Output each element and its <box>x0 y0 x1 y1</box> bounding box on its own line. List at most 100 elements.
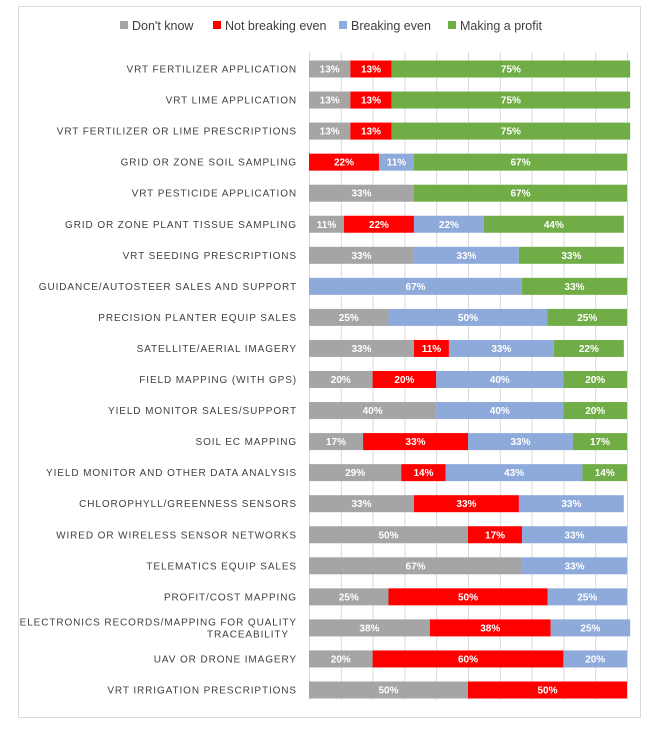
data-label: 20% <box>585 654 605 665</box>
bar-segment <box>309 184 414 202</box>
bar-segment <box>309 277 523 295</box>
data-label: 33% <box>565 530 585 541</box>
category-label: PRECISION PLANTER EQUIP SALES <box>98 313 297 324</box>
data-label: 11% <box>422 344 442 355</box>
data-label: 33% <box>510 437 530 448</box>
category-label: GRID OR ZONE PLANT TISSUE SAMPLING <box>65 220 297 231</box>
bar-segment <box>436 402 564 420</box>
data-label: 13% <box>320 65 340 76</box>
data-label: 43% <box>504 468 524 479</box>
data-label: 17% <box>485 530 505 541</box>
bar-segment <box>468 526 523 544</box>
data-label: 67% <box>406 282 426 293</box>
data-label: 33% <box>351 499 371 510</box>
data-label: 50% <box>458 592 478 603</box>
category-label: UAV OR DRONE IMAGERY <box>154 654 297 665</box>
bar-segment <box>413 495 519 513</box>
category-label: WIRED OR WIRELESS SENSOR NETWORKS <box>56 530 297 541</box>
bars: 13% 13% 75% 13% 13% 75% 13% 13% 75% 22% 11% 67% 33% 6… <box>309 60 631 699</box>
legend-swatch <box>448 21 456 29</box>
data-label: 11% <box>317 220 337 231</box>
bar-segment <box>350 91 392 109</box>
data-label: 25% <box>577 313 597 324</box>
data-label: 50% <box>378 686 398 697</box>
bar-segment <box>309 619 430 637</box>
bar-segment <box>553 339 624 357</box>
bar-segment <box>388 588 548 606</box>
category-label: CHLOROPHYLL/GREENNESS SENSORS <box>79 499 297 510</box>
bar-segment <box>413 153 627 171</box>
bar-segment <box>563 402 627 420</box>
data-label: 33% <box>565 561 585 572</box>
data-label: 50% <box>378 530 398 541</box>
data-label: 33% <box>565 282 585 293</box>
legend-label: Not breaking even <box>225 19 327 33</box>
data-label: 75% <box>501 65 521 76</box>
bar-segment <box>309 91 351 109</box>
bar-segment <box>309 681 468 699</box>
data-label: 25% <box>339 592 359 603</box>
data-label: 20% <box>331 375 351 386</box>
bar-segment <box>309 246 414 264</box>
bar-segment <box>309 433 364 451</box>
bar-segment <box>563 371 627 388</box>
data-label: 14% <box>413 468 433 479</box>
bar-segment <box>378 153 414 171</box>
data-label: 40% <box>363 406 383 417</box>
data-label: 40% <box>490 406 510 417</box>
data-label: 17% <box>590 437 610 448</box>
bar-segment <box>413 339 449 357</box>
bar-segment <box>391 60 631 78</box>
bar-segment <box>445 464 583 482</box>
data-label: 13% <box>320 96 340 107</box>
category-label: VRT SEEDING PRESCRIPTIONS <box>123 251 297 262</box>
bar-segment <box>522 526 627 544</box>
data-label: 20% <box>585 406 605 417</box>
data-label: 75% <box>501 127 521 138</box>
data-label: 20% <box>585 375 605 386</box>
bar-segment <box>309 526 468 544</box>
data-label: 33% <box>491 344 511 355</box>
bar-segment <box>391 91 631 109</box>
data-label: 17% <box>326 437 346 448</box>
category-label: VRT IRRIGATION PRESCRIPTIONS <box>107 686 297 697</box>
category-label: VRT PESTICIDE APPLICATION <box>132 189 297 200</box>
bar-segment <box>563 650 627 668</box>
category-label: VRT LIME APPLICATION <box>166 96 297 107</box>
data-label: 29% <box>345 468 365 479</box>
legend-swatch <box>120 21 128 29</box>
data-label: 20% <box>331 654 351 665</box>
data-label: 22% <box>439 220 459 231</box>
category-label: VRT FERTILIZER OR LIME PRESCRIPTIONS <box>57 127 297 138</box>
bar-segment <box>518 495 624 513</box>
bar-segment <box>518 246 624 264</box>
bar-segment <box>309 308 389 326</box>
data-label: 40% <box>490 375 510 386</box>
data-label: 22% <box>334 158 354 169</box>
data-label: 50% <box>458 313 478 324</box>
category-label: GUIDANCE/AUTOSTEER SALES AND SUPPORT <box>39 282 297 293</box>
data-label: 33% <box>351 251 371 262</box>
category-label: YIELD MONITOR SALES/SUPPORT <box>108 406 297 417</box>
bar-segment <box>309 339 414 357</box>
data-label: 25% <box>339 313 359 324</box>
data-label: 67% <box>510 158 530 169</box>
data-label: 13% <box>361 127 381 138</box>
data-label: 22% <box>579 344 599 355</box>
category-label: ELECTRONICS RECORDS/MAPPING FOR QUALITY T… <box>20 617 297 640</box>
legend-label: Breaking even <box>351 19 431 33</box>
data-label: 67% <box>510 189 530 200</box>
bar-segment <box>413 184 627 202</box>
bar-segment <box>547 588 627 606</box>
data-label: 14% <box>595 468 615 479</box>
bar-segment <box>309 60 351 78</box>
data-label: 44% <box>544 220 564 231</box>
category-label: VRT FERTILIZER APPLICATION <box>127 65 297 76</box>
category-label: FIELD MAPPING (WITH GPS) <box>139 375 297 386</box>
category-label: TELEMATICS EQUIP SALES <box>146 561 297 572</box>
bar-segment <box>309 588 389 606</box>
bar-segment <box>309 650 373 668</box>
bar-segment <box>388 308 548 326</box>
data-label: 33% <box>456 251 476 262</box>
